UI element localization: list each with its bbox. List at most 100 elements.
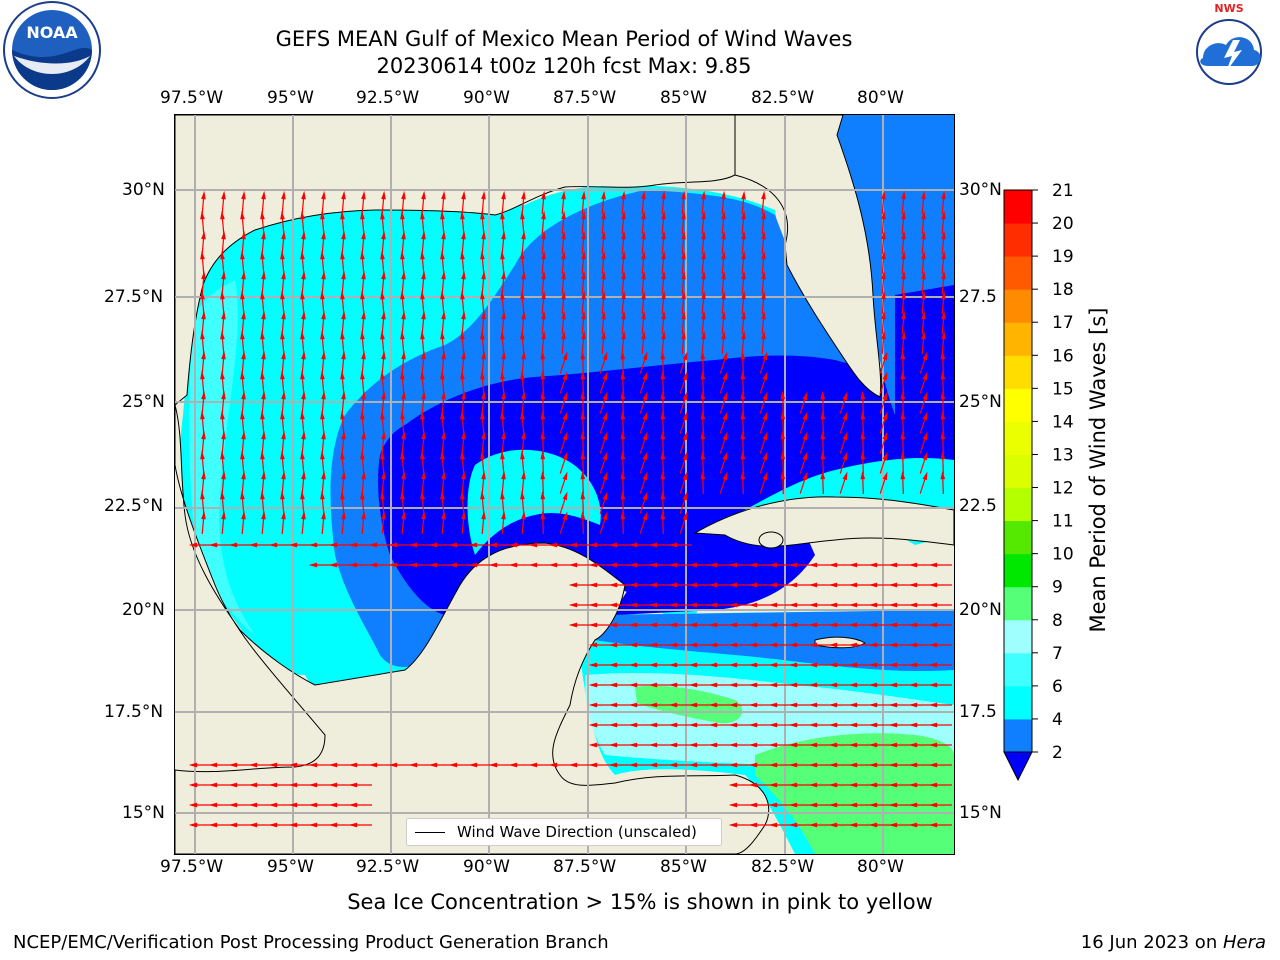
wave-arrowhead <box>842 471 848 481</box>
wave-arrowhead <box>828 782 838 788</box>
wave-arrowhead <box>361 230 366 240</box>
wave-arrowhead <box>320 330 325 340</box>
wave-arrowhead <box>360 370 365 380</box>
wave-arrowhead <box>848 782 858 788</box>
footer-host: Hera <box>1222 932 1266 953</box>
wave-arrowhead <box>762 431 768 441</box>
wave-arrowhead <box>668 542 678 548</box>
wave-arrowhead <box>200 490 205 500</box>
wave-arrowhead <box>580 430 586 440</box>
wave-arrowhead <box>400 330 405 340</box>
lon-tick: 97.5°W <box>160 857 224 877</box>
wave-arrowhead <box>440 450 445 460</box>
wave-arrowhead <box>280 450 285 460</box>
wave-arrowhead <box>701 290 706 300</box>
wave-arrowhead <box>540 390 546 400</box>
wave-arrowhead <box>728 602 738 608</box>
wave-arrowhead <box>602 511 608 521</box>
wave-arrowhead <box>361 430 366 440</box>
wave-arrowhead <box>500 290 505 300</box>
wave-arrowhead <box>648 562 658 568</box>
wave-arrowhead <box>668 562 678 568</box>
wave-arrowhead <box>360 490 365 500</box>
wave-arrowhead <box>521 470 526 480</box>
wave-arrowhead <box>588 622 598 628</box>
wave-arrowhead <box>788 722 798 728</box>
wave-arrowhead <box>520 370 525 380</box>
wave-arrowhead <box>520 450 525 460</box>
wave-arrowhead <box>908 822 918 828</box>
wave-arrowhead <box>561 270 566 280</box>
wave-arrowhead <box>348 782 358 788</box>
wave-arrowhead <box>820 470 826 480</box>
wave-arrowhead <box>480 490 485 500</box>
wave-arrowhead <box>300 410 305 420</box>
wave-arrowhead <box>808 662 818 668</box>
wave-arrowhead <box>280 210 285 220</box>
wave-arrowhead <box>220 250 225 260</box>
wave-arrowhead <box>621 230 626 240</box>
wave-arrowhead <box>421 470 426 480</box>
wave-arrowhead <box>608 542 618 548</box>
wave-arrowhead <box>340 210 345 220</box>
wave-arrowhead <box>682 351 688 361</box>
wave-arrowhead <box>728 742 738 748</box>
wave-arrowhead <box>900 410 906 420</box>
wave-arrowhead <box>682 431 688 441</box>
wave-arrowhead <box>748 762 758 768</box>
wave-arrowhead <box>941 290 946 300</box>
wave-arrowhead <box>401 270 406 280</box>
isla-juventud <box>758 531 784 549</box>
lat-tick: 17.5 <box>959 702 997 722</box>
wave-arrowhead <box>928 802 938 808</box>
wave-arrowhead <box>241 270 246 280</box>
wave-arrowhead <box>940 470 946 480</box>
wave-arrowhead <box>440 210 445 220</box>
wave-arrowhead <box>881 310 886 320</box>
wave-arrowhead <box>628 742 638 748</box>
wave-arrowhead <box>441 430 446 440</box>
wave-arrowhead <box>848 762 858 768</box>
wave-arrowhead <box>360 450 365 460</box>
wave-arrowhead <box>360 210 365 220</box>
wave-arrowhead <box>928 782 938 788</box>
wave-arrowhead <box>540 370 546 380</box>
wave-arrowhead <box>802 391 808 401</box>
wave-arrowhead <box>648 682 658 688</box>
wave-arrowhead <box>788 622 798 628</box>
wave-arrowhead <box>441 470 446 480</box>
wave-arrowhead <box>940 390 946 400</box>
wave-arrowhead <box>901 230 906 240</box>
wave-arrowhead <box>740 450 746 460</box>
wave-arrowhead <box>488 542 498 548</box>
wave-arrowhead <box>601 290 606 300</box>
colorbar-tick-label: 21 <box>1052 181 1074 201</box>
wave-arrowhead <box>408 542 418 548</box>
wave-arrowhead <box>521 430 526 440</box>
wave-arrowhead <box>668 642 678 648</box>
wave-arrowhead <box>520 490 525 500</box>
wave-arrowhead <box>200 370 205 380</box>
wave-arrowhead <box>768 742 778 748</box>
wave-arrowhead <box>400 450 405 460</box>
lat-tick: 22.5 <box>959 496 997 516</box>
wave-arrowhead <box>301 310 306 320</box>
wave-arrowhead <box>621 250 626 260</box>
wave-arrowhead <box>328 762 338 768</box>
wave-arrowhead <box>261 390 266 400</box>
wave-arrowhead <box>888 762 898 768</box>
wave-arrowhead <box>868 782 878 788</box>
wave-arrowhead <box>740 350 746 360</box>
wave-arrowhead <box>260 450 265 460</box>
wave-arrowhead <box>681 230 686 240</box>
wave-arrowhead <box>281 510 286 520</box>
wave-arrowhead <box>261 310 266 320</box>
wave-arrowhead <box>460 250 465 260</box>
wave-arrowhead <box>768 702 778 708</box>
wave-arrowhead <box>208 762 218 768</box>
lon-tick: 95°W <box>267 857 314 877</box>
footer-date: 16 Jun 2023 on Hera <box>1081 932 1266 953</box>
wave-arrowhead <box>648 622 658 628</box>
wave-arrowhead <box>628 702 638 708</box>
wave-arrowhead <box>820 430 826 440</box>
